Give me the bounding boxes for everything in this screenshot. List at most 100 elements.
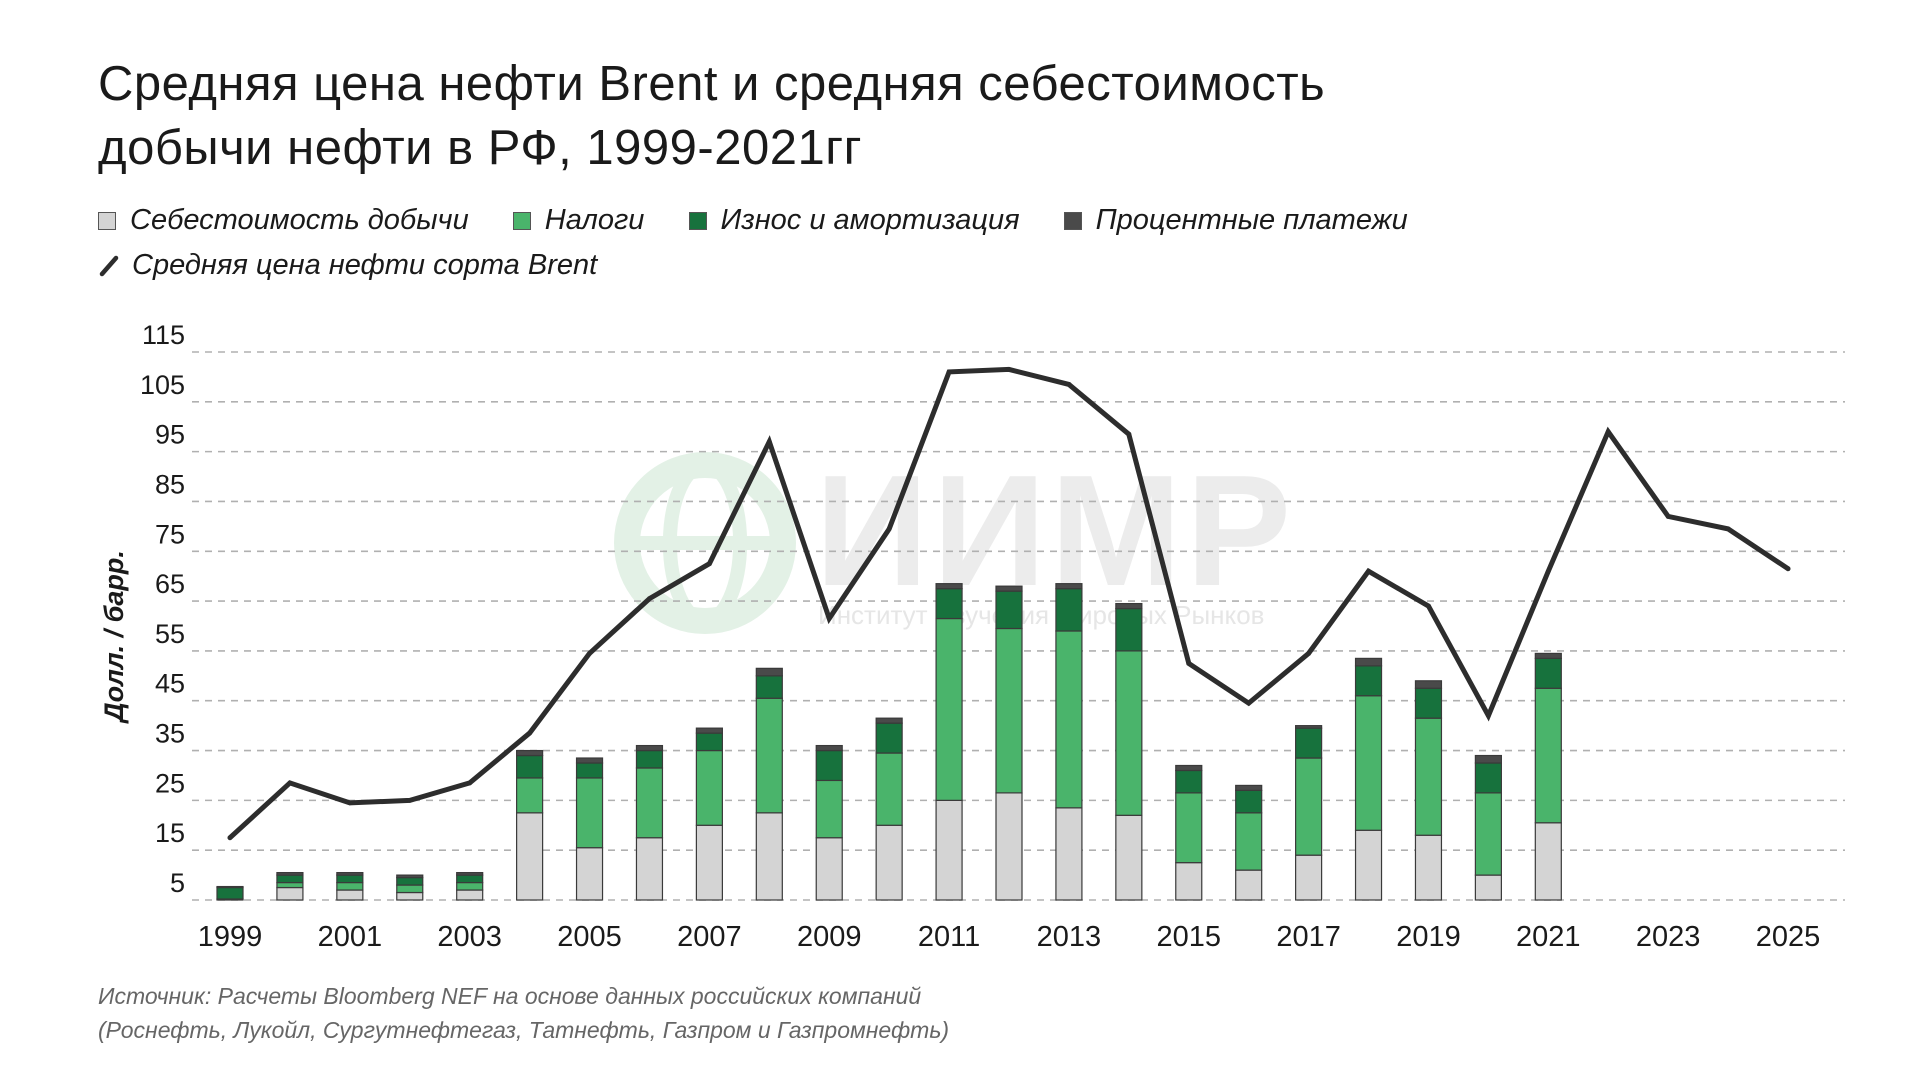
bar-depreciation-2021 (1534, 657, 1562, 689)
bar-cost-2008 (755, 812, 783, 901)
brent-point-2012 (1006, 367, 1012, 372)
chart-title: Средняя цена нефти Brent и средняя себес… (98, 52, 1598, 180)
y-tick-label: 5 (170, 868, 185, 898)
source-note-line1: Источник: Расчеты Bloomberg NEF на основ… (98, 983, 922, 1009)
bar-interest-2010 (875, 717, 903, 724)
bar-interest-2001 (336, 871, 364, 876)
x-tick-label: 2005 (557, 921, 622, 953)
brent-point-2021 (1545, 568, 1551, 574)
brent-point-2023 (1665, 514, 1671, 519)
bar-taxes-2008 (755, 697, 783, 814)
bar-depreciation-2005 (575, 762, 604, 779)
bar-taxes-2020 (1474, 792, 1502, 876)
legend-label-cost: Себестоимость добычи (130, 204, 469, 236)
bar-cost-2012 (995, 792, 1023, 901)
bar-interest-2018 (1354, 657, 1383, 667)
bar-interest-2004 (516, 749, 544, 757)
bar-cost-2004 (516, 812, 544, 901)
brent-point-2002 (407, 797, 413, 803)
chart-legend: Себестоимость добычи Налоги Износ и амор… (98, 204, 1444, 238)
bar-cost-2000 (276, 886, 304, 901)
legend-item-cost: Себестоимость добычи (98, 204, 469, 237)
x-tick-label: 2003 (437, 921, 502, 953)
bar-interest-2019 (1414, 680, 1443, 689)
bar-depreciation-2002 (396, 876, 424, 886)
brent-point-2020 (1485, 713, 1491, 719)
chart-title-line1: Средняя цена нефти Brent и средняя себес… (98, 57, 1326, 111)
x-tick-label: 1999 (198, 921, 263, 953)
watermark-subtitle: Институт Изучения Мировых Рынков (818, 600, 1264, 630)
bar-depreciation-2004 (516, 754, 544, 779)
legend-swatch-interest (1063, 211, 1082, 230)
bar-cost-2015 (1175, 862, 1203, 901)
bar-interest-2003 (456, 871, 484, 876)
bar-taxes-2021 (1534, 687, 1562, 824)
bar-depreciation-2007 (695, 732, 723, 752)
bar-cost-2006 (635, 837, 664, 901)
brent-point-2019 (1426, 603, 1431, 609)
source-note-line2: (Роснефть, Лукойл, Сургутнефтегаз, Татне… (98, 1017, 950, 1043)
bar-depreciation-2014 (1115, 607, 1143, 652)
bar-depreciation-2019 (1414, 687, 1443, 719)
y-tick-label: 85 (155, 469, 185, 499)
legend-label-taxes: Налоги (544, 204, 645, 236)
x-tick-label: 2007 (677, 921, 742, 953)
brent-point-2011 (946, 369, 952, 375)
bar-taxes-2014 (1115, 650, 1143, 816)
bar-depreciation-2013 (1055, 588, 1083, 632)
bar-depreciation-2003 (456, 874, 484, 884)
bar-depreciation-2009 (815, 749, 843, 782)
x-tick-label: 2009 (797, 921, 862, 953)
bar-cost-2002 (396, 891, 424, 901)
bar-interest-2016 (1235, 784, 1263, 791)
y-tick-label: 75 (155, 519, 185, 549)
y-axis-label: Долл. / барр. (99, 550, 129, 724)
brent-point-2006 (647, 596, 652, 601)
bar-taxes-2019 (1414, 717, 1443, 836)
y-tick-label: 105 (140, 370, 185, 400)
y-tick-label: 25 (155, 768, 185, 798)
x-tick-label: 2023 (1636, 921, 1701, 953)
bar-cost-2021 (1534, 822, 1562, 901)
bar-depreciation-2017 (1295, 727, 1323, 759)
bar-interest-2017 (1295, 725, 1323, 729)
y-tick-label: 65 (155, 569, 185, 599)
x-tick-label: 2011 (918, 921, 980, 953)
watermark-text: ИИМР (815, 443, 1295, 619)
x-tick-label: 2025 (1756, 921, 1821, 953)
y-tick-label: 35 (155, 719, 185, 749)
bar-taxes-2009 (815, 779, 843, 839)
brent-point-2009 (826, 616, 832, 621)
legend-swatch-cost (98, 211, 116, 230)
brent-point-2018 (1366, 568, 1371, 574)
bar-cost-2009 (815, 837, 843, 901)
x-tick-label: 2019 (1396, 921, 1461, 953)
bar-interest-2020 (1474, 754, 1502, 764)
brent-point-2010 (886, 526, 892, 532)
bar-depreciation-2000 (276, 874, 304, 884)
bar-depreciation-2018 (1354, 665, 1383, 697)
legend-item-depreciation: Износ и амортизация (688, 204, 1020, 237)
y-tick-label: 95 (155, 420, 185, 450)
bar-interest-2002 (396, 874, 424, 879)
y-tick-label: 115 (142, 320, 185, 350)
x-tick-label: 2017 (1276, 921, 1341, 953)
bar-taxes-2005 (575, 777, 604, 849)
bar-depreciation-2006 (635, 749, 664, 769)
x-tick-label: 2013 (1037, 921, 1102, 953)
bar-taxes-2004 (516, 777, 544, 814)
brent-point-2016 (1246, 700, 1252, 706)
chart-legend-row2: Средняя цена нефти сорта Brent (98, 249, 633, 285)
bar-interest-2011 (935, 583, 963, 590)
bar-interest-2013 (1055, 583, 1083, 590)
bar-taxes-2007 (695, 749, 723, 826)
bar-depreciation-2001 (336, 874, 364, 884)
bar-cost-2020 (1474, 874, 1502, 901)
brent-point-1999 (227, 835, 233, 841)
bar-cost-2018 (1354, 829, 1383, 901)
bar-cost-2016 (1235, 869, 1263, 901)
bar-interest-2015 (1175, 764, 1203, 772)
bar-cost-2001 (336, 889, 364, 901)
legend-swatch-taxes (512, 211, 531, 230)
